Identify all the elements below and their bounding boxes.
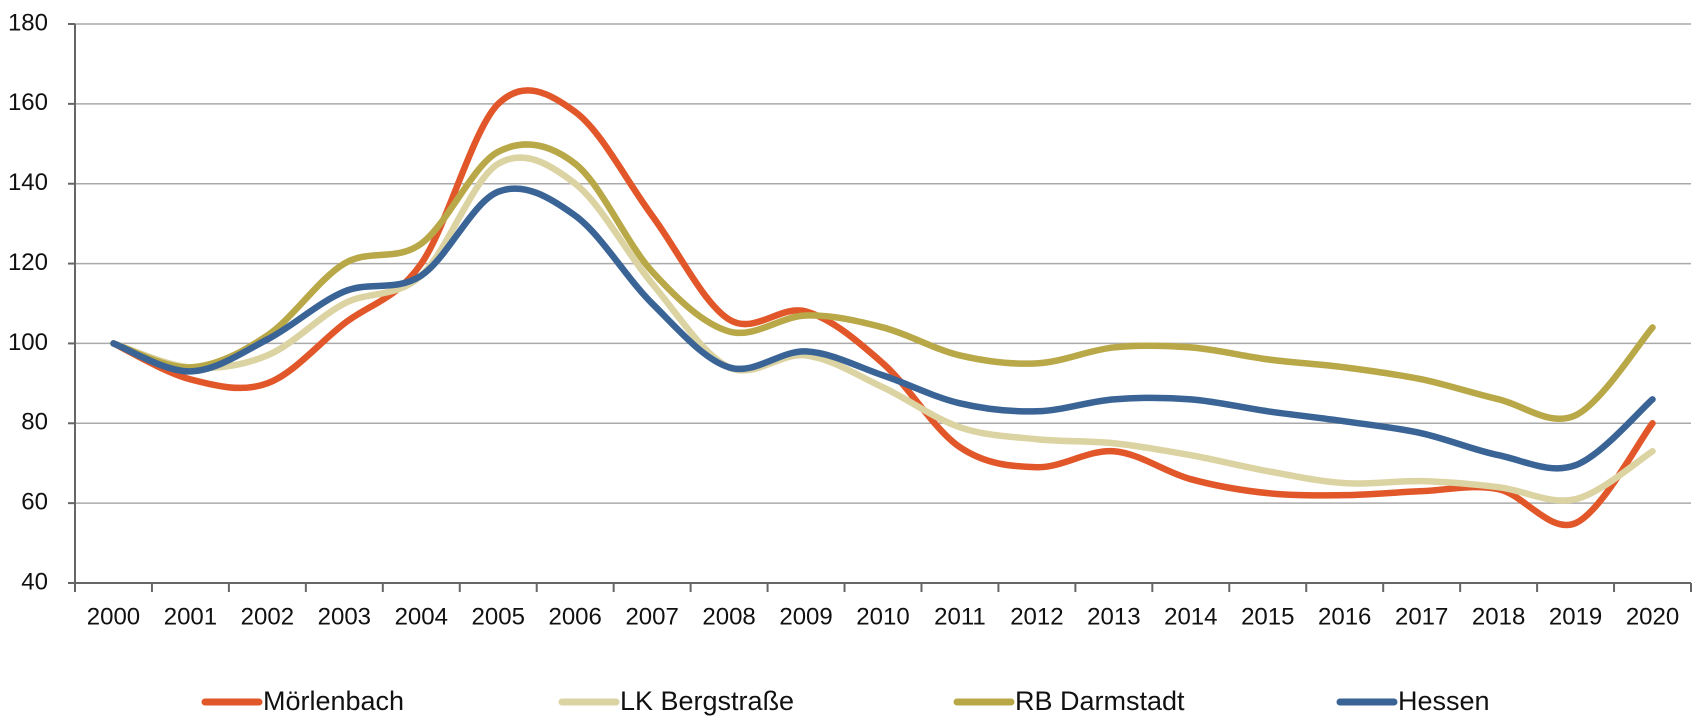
x-tick-label: 2017 — [1395, 603, 1448, 630]
x-tick-label: 2016 — [1318, 603, 1371, 630]
y-tick-label: 180 — [8, 9, 48, 36]
x-tick-label: 2009 — [779, 603, 832, 630]
y-tick-label: 120 — [8, 249, 48, 276]
y-tick-label: 100 — [8, 329, 48, 356]
y-tick-label: 60 — [21, 488, 48, 515]
x-tick-label: 2012 — [1010, 603, 1063, 630]
legend-label: Mörlenbach — [263, 686, 404, 716]
legend-label: LK Bergstraße — [620, 686, 794, 716]
x-tick-label: 2015 — [1241, 603, 1294, 630]
x-tick-label: 2014 — [1164, 603, 1217, 630]
y-tick-label: 80 — [21, 409, 48, 436]
x-tick-label: 2008 — [702, 603, 755, 630]
x-tick-label: 2004 — [395, 603, 448, 630]
y-tick-label: 160 — [8, 89, 48, 116]
x-tick-label: 2020 — [1626, 603, 1679, 630]
series-line — [110, 141, 1656, 423]
legend-label: Hessen — [1398, 686, 1490, 716]
x-tick-label: 2011 — [934, 603, 986, 630]
x-tick-label: 2010 — [856, 603, 909, 630]
x-tick-label: 2018 — [1472, 603, 1525, 630]
x-tick-label: 2003 — [318, 603, 371, 630]
x-tick-label: 2013 — [1087, 603, 1140, 630]
legend-label: RB Darmstadt — [1015, 686, 1185, 716]
x-tick-label: 2001 — [164, 603, 217, 630]
x-tick-label: 2005 — [472, 603, 525, 630]
x-tick-label: 2019 — [1549, 603, 1602, 630]
x-tick-label: 2002 — [241, 603, 294, 630]
x-tick-label: 2007 — [625, 603, 678, 630]
series-line — [110, 185, 1656, 472]
x-tick-label: 2000 — [87, 603, 140, 630]
y-tick-label: 140 — [8, 169, 48, 196]
x-tick-label: 2006 — [548, 603, 601, 630]
series-line — [110, 87, 1656, 529]
y-tick-label: 40 — [21, 568, 48, 595]
series-line — [110, 154, 1656, 504]
